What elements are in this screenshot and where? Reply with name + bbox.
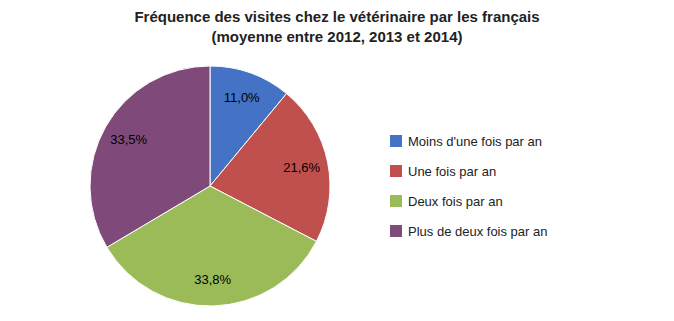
legend-label: Une fois par an	[408, 164, 496, 179]
pie	[90, 66, 330, 306]
data-labels: 11,0% 21,6% 33,8% 33,5%	[110, 90, 320, 287]
data-label: 33,5%	[110, 132, 147, 147]
data-label: 33,8%	[194, 272, 231, 287]
legend-item: Moins d'une fois par an	[390, 134, 542, 149]
legend-item: Deux fois par an	[390, 194, 503, 209]
legend-swatch	[390, 165, 402, 177]
legend-swatch	[390, 135, 402, 147]
subtitle: (moyenne entre 2012, 2013 et 2014)	[212, 28, 463, 45]
legend-item: Une fois par an	[390, 164, 496, 179]
legend-swatch	[390, 195, 402, 207]
legend-item: Plus de deux fois par an	[390, 224, 547, 239]
legend-swatch	[390, 225, 402, 237]
legend-label: Plus de deux fois par an	[408, 224, 547, 239]
chart: Fréquence des visites chez le vétérinair…	[0, 0, 674, 321]
data-label: 21,6%	[283, 160, 320, 175]
slice	[90, 66, 210, 247]
legend-label: Deux fois par an	[408, 194, 503, 209]
legend: Moins d'une fois par an Une fois par an De…	[390, 134, 547, 239]
data-label: 11,0%	[224, 90, 260, 105]
title: Fréquence des visites chez le vétérinair…	[134, 8, 539, 25]
legend-label: Moins d'une fois par an	[408, 134, 542, 149]
